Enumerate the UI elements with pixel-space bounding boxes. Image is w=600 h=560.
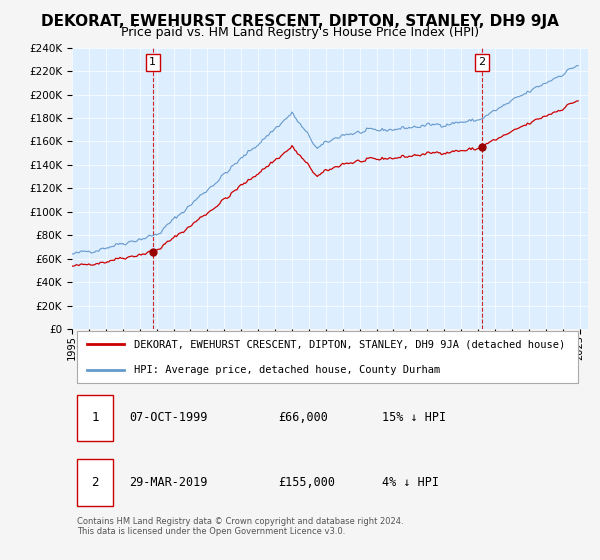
FancyBboxPatch shape <box>77 332 578 383</box>
Text: £155,000: £155,000 <box>278 476 335 489</box>
Text: Contains HM Land Registry data © Crown copyright and database right 2024.
This d: Contains HM Land Registry data © Crown c… <box>77 517 404 536</box>
Text: 07-OCT-1999: 07-OCT-1999 <box>129 412 207 424</box>
Text: DEKORAT, EWEHURST CRESCENT, DIPTON, STANLEY, DH9 9JA (detached house): DEKORAT, EWEHURST CRESCENT, DIPTON, STAN… <box>134 339 565 349</box>
Text: 29-MAR-2019: 29-MAR-2019 <box>129 476 207 489</box>
Text: 1: 1 <box>91 412 99 424</box>
FancyBboxPatch shape <box>77 395 113 441</box>
Text: HPI: Average price, detached house, County Durham: HPI: Average price, detached house, Coun… <box>134 365 440 375</box>
Text: DEKORAT, EWEHURST CRESCENT, DIPTON, STANLEY, DH9 9JA: DEKORAT, EWEHURST CRESCENT, DIPTON, STAN… <box>41 14 559 29</box>
Text: 4% ↓ HPI: 4% ↓ HPI <box>382 476 439 489</box>
FancyBboxPatch shape <box>77 459 113 506</box>
Text: Price paid vs. HM Land Registry's House Price Index (HPI): Price paid vs. HM Land Registry's House … <box>121 26 479 39</box>
Text: 15% ↓ HPI: 15% ↓ HPI <box>382 412 446 424</box>
Text: 2: 2 <box>91 476 99 489</box>
Text: 2: 2 <box>479 58 485 67</box>
Text: £66,000: £66,000 <box>278 412 328 424</box>
Text: 1: 1 <box>149 58 156 67</box>
